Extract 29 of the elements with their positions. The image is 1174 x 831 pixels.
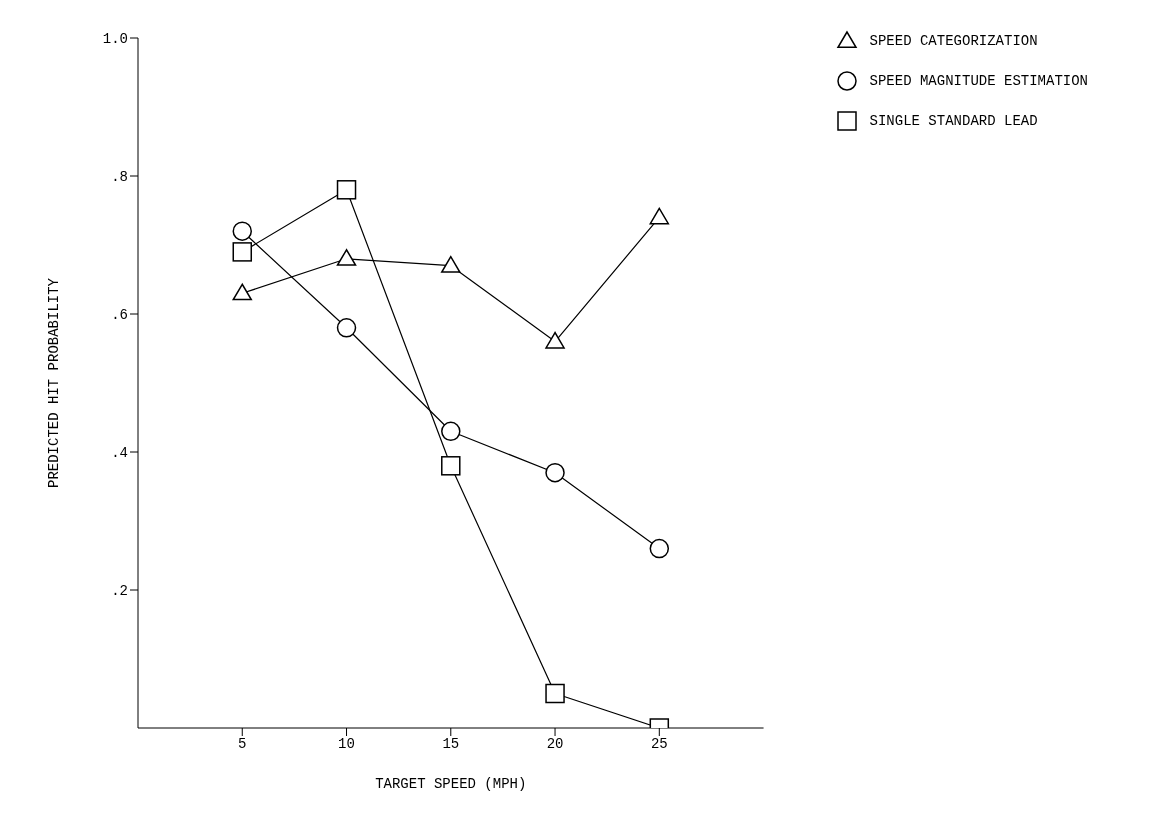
x-tick-label: 5 — [238, 735, 247, 752]
point — [649, 538, 670, 559]
legend-label: SINGLE STANDARD LEAD — [869, 113, 1038, 129]
point — [545, 331, 565, 349]
point — [232, 221, 253, 241]
point — [649, 207, 670, 225]
point — [336, 180, 357, 200]
point — [232, 242, 253, 262]
x-tick-label: 20 — [546, 735, 564, 752]
x-tick-label: 25 — [650, 735, 668, 752]
legend-label: SPEED CATEGORIZATION — [869, 33, 1038, 49]
point — [441, 255, 461, 273]
point — [232, 283, 253, 301]
y-tick-label: .6 — [111, 306, 128, 323]
point — [336, 318, 357, 338]
point — [441, 421, 461, 442]
point — [336, 249, 357, 266]
x-tick-label: 10 — [338, 735, 355, 752]
point — [441, 456, 461, 476]
x-axis-title: TARGET SPEED (MPH) — [375, 776, 527, 792]
x-tick-label: 15 — [442, 735, 460, 752]
point — [545, 683, 565, 704]
y-tick-label: .2 — [111, 582, 128, 599]
y-tick-label: 1.0 — [102, 30, 128, 47]
point — [545, 462, 565, 483]
y-tick-label: .4 — [111, 444, 128, 461]
y-tick-label: .8 — [111, 168, 128, 185]
legend-label: SPEED MAGNITUDE ESTIMATION — [869, 73, 1088, 89]
y-axis-title: PREDICTED HIT PROBABILITY — [45, 277, 62, 489]
